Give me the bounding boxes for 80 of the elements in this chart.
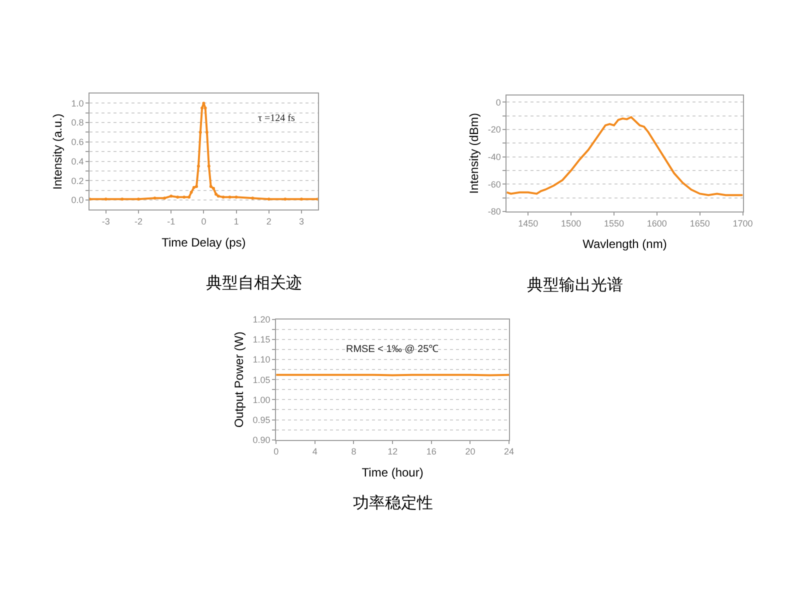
point (222, 196, 225, 199)
point (163, 196, 166, 200)
x-axis-title: Wavlength (nm) (582, 237, 667, 252)
point (207, 164, 210, 168)
text: 功率稳定性 (353, 494, 433, 512)
x-tick-label: 20 (465, 446, 476, 457)
x-tick-label: 1650 (690, 218, 710, 228)
y-axis-title: Intensity (dBm) (467, 113, 482, 194)
point (196, 164, 200, 168)
line-series (90, 102, 318, 201)
x-tick-label: 16 (426, 446, 436, 457)
point (284, 198, 287, 201)
point (170, 194, 173, 198)
y-tick-label: 0.95 (252, 414, 270, 425)
x-tick-label: 1550 (604, 218, 624, 228)
y-tick-label: 0.6 (71, 137, 84, 148)
point (192, 186, 196, 189)
x-tick-label: 1500 (561, 218, 582, 228)
y-tick-label: -40 (488, 152, 501, 162)
y-tick-label: 1.15 (252, 334, 270, 345)
line-series (506, 116, 743, 196)
point (200, 106, 204, 110)
y-axis-title: Output Power (W) (232, 332, 246, 428)
x-tick-label: -3 (102, 216, 110, 227)
point (205, 130, 208, 134)
x-tick-label: 12 (388, 446, 398, 457)
point (182, 196, 186, 199)
y-tick-label: 1.0 (71, 98, 84, 108)
point (216, 194, 220, 198)
x-tick-label: -2 (134, 216, 142, 227)
x-axis-title: Time (hour) (362, 466, 424, 480)
point (198, 130, 202, 134)
y-tick-label: 0.4 (71, 156, 84, 166)
x-tick-label: 1 (234, 216, 239, 227)
x-tick-label: 0 (274, 446, 279, 457)
point (104, 198, 108, 201)
y-tick-label: -60 (488, 179, 501, 190)
point (120, 198, 124, 201)
y-tick-label: 0.2 (71, 176, 84, 186)
x-tick-label: 0 (201, 216, 206, 227)
y-tick-label: -20 (488, 124, 501, 135)
point (228, 196, 232, 199)
point (204, 106, 207, 110)
y-tick-label: 1.00 (252, 394, 270, 405)
x-tick-label: 1600 (646, 218, 667, 228)
annotation: RMSE < 1‰ @ 25℃ (346, 344, 439, 355)
x-tick-label: 4 (312, 446, 318, 457)
x-tick-label: 1700 (732, 218, 753, 228)
text: 典型输出光谱 (527, 276, 623, 294)
point (176, 196, 180, 199)
point (214, 192, 218, 196)
x-tick-label: 1450 (518, 218, 538, 228)
x-tick-label: -1 (167, 216, 176, 227)
text: 典型自相关迹 (206, 274, 302, 292)
point (267, 198, 270, 201)
point (190, 190, 193, 194)
point (212, 186, 215, 190)
point (188, 196, 191, 199)
y-tick-label: 0.8 (71, 118, 84, 128)
point (300, 198, 303, 201)
point (209, 184, 212, 188)
point (251, 196, 254, 200)
y-tick-label: 1.20 (252, 314, 270, 325)
y-tick-label: -80 (488, 206, 501, 217)
x-tick-label: 2 (266, 216, 272, 227)
point (202, 102, 206, 105)
y-tick-label: 1.05 (252, 374, 270, 385)
point (234, 196, 238, 199)
x-tick-label: 24 (504, 446, 514, 457)
y-tick-label: 0.0 (71, 195, 84, 206)
x-axis-title: Time Delay (ps) (162, 235, 246, 250)
y-axis-title: Intensity (a.u.) (50, 114, 65, 190)
x-tick-label: 8 (351, 446, 356, 457)
y-tick-label: 0 (496, 97, 501, 108)
y-tick-label: 0.90 (252, 434, 270, 445)
point (136, 198, 140, 201)
x-tick-label: 3 (298, 216, 304, 227)
y-tick-label: 1.10 (252, 354, 270, 365)
annotation: τ =124 fs (258, 113, 295, 124)
point (153, 196, 156, 200)
